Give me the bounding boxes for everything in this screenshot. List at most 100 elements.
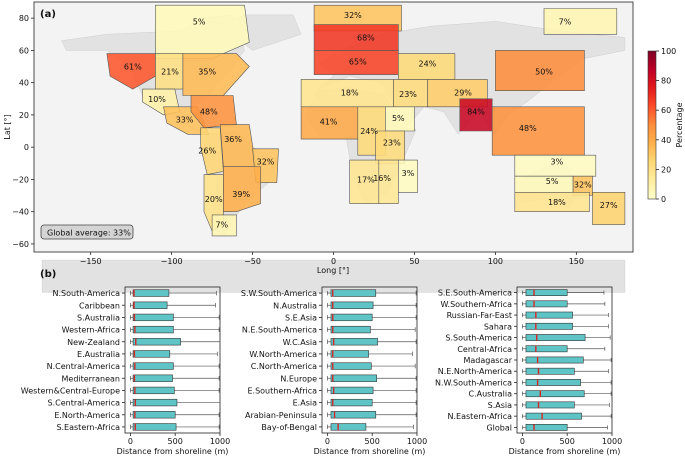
region-polygon-3 — [182, 53, 250, 96]
global-average-text: Global average: 33% — [47, 229, 131, 238]
region-label-33: 32% — [574, 180, 592, 189]
region-polygon-31 — [514, 154, 597, 177]
boxplot-category-label: N.Europe — [280, 374, 317, 383]
colorbar-label: Percentage — [675, 102, 684, 147]
boxplot-category-label: Russian-Far-East — [447, 311, 512, 320]
region-label-14: 68% — [357, 34, 375, 43]
boxplot-frame — [124, 286, 221, 434]
region-label-29: 16% — [373, 174, 391, 183]
boxplot-box — [132, 374, 173, 382]
region-label-23: 24% — [360, 127, 378, 136]
boxplot-x-tick-label-0: 0 — [520, 437, 525, 446]
region-label-18: 23% — [399, 90, 417, 99]
region-label-1: 61% — [124, 63, 142, 72]
boxplot-box — [330, 301, 374, 309]
region-polygon-0 — [155, 4, 250, 59]
colorbar-tick-label-1: 20 — [661, 165, 671, 174]
boxplot-category-label: N.W.South-America — [435, 378, 512, 387]
map-y-tick-label-0: −60 — [12, 240, 29, 249]
panel-label-a: (a) — [40, 9, 56, 20]
region-label-28: 17% — [357, 175, 375, 184]
boxplot-category-label: S.E.South-America — [438, 289, 512, 298]
boxplot-x-tick-label-1: 500 — [560, 437, 575, 446]
region-label-12: 7% — [215, 221, 228, 230]
boxplot-category-label: N.Australia — [273, 301, 317, 310]
boxplot-x-tick-label-2: 1000 — [602, 437, 622, 446]
boxplot-category-label: Arabian-Peninsula — [245, 411, 317, 420]
region-polygon-12 — [211, 214, 237, 237]
map-x-tick-label-1: −100 — [161, 257, 183, 266]
boxplot-box — [330, 374, 377, 382]
boxplot-category-label: S.Asia — [488, 401, 512, 410]
map-y-label: Lat [°] — [3, 114, 12, 139]
boxplot-group-2: S.E.South-America W.Southern-Africa Russia… — [435, 286, 622, 456]
boxplot-x-tick-label-2: 1000 — [407, 437, 427, 446]
region-polygon-30 — [397, 159, 419, 193]
boxplot-category-label: Western-Africa — [62, 326, 120, 335]
boxplot-box — [330, 350, 369, 358]
boxplot-category-label: Global — [486, 423, 512, 432]
boxplot-box — [132, 411, 176, 419]
boxplot-box — [132, 350, 171, 358]
boxplot-x-tick-label-0: 0 — [128, 437, 133, 446]
boxplot-x-tick-label-0: 0 — [325, 437, 330, 446]
boxplot-box — [132, 301, 168, 309]
boxplot-box — [525, 300, 568, 308]
region-polygon-27 — [491, 106, 585, 156]
map-x-tick-label-0: −150 — [80, 257, 102, 266]
boxplot-category-label: C.North-America — [251, 362, 317, 371]
global-average-box: Global average: 33% — [40, 224, 134, 240]
boxplot-box — [132, 325, 174, 334]
boxplot-box — [330, 289, 377, 297]
boxplot-box — [330, 313, 373, 322]
region-label-11: 39% — [232, 190, 250, 199]
colorbar-ticks: 0 20 40 60 80 100 — [656, 47, 676, 204]
boxplot-category-label: Mediterranean — [62, 374, 121, 383]
boxplot-box — [525, 390, 585, 398]
boxplot-category-label: W.North-America — [249, 350, 317, 359]
map-panel: 5% 61% 21% 35% 10% 33% 48% 26% 36% 32% 20% 39% 7% 32%… — [3, 1, 684, 293]
region-polygon-21 — [543, 8, 618, 35]
boxplot-box — [132, 338, 181, 346]
region-label-17: 18% — [341, 88, 359, 97]
map-x-tick-label-5: 100 — [488, 257, 503, 266]
boxplot-category-label: S.Central-America — [48, 399, 121, 408]
region-label-2: 21% — [161, 67, 179, 76]
boxplot-group-0: N.South-America Caribbean S.Australia Weste… — [21, 286, 230, 456]
region-label-21: 7% — [559, 17, 572, 26]
boxplot-box — [525, 367, 575, 375]
region-label-22: 41% — [320, 117, 338, 126]
boxplot-category-label: C.Australia — [468, 390, 512, 399]
boxplot-box — [132, 398, 178, 407]
boxplot-category-label: S.South-America — [445, 334, 512, 343]
colorbar-tick-label-3: 60 — [661, 106, 671, 115]
boxplot-category-label: Madagascar — [463, 356, 512, 365]
region-label-5: 33% — [176, 116, 194, 125]
region-label-4: 10% — [148, 95, 166, 104]
region-label-32: 5% — [546, 177, 559, 186]
boxplot-category-label: E.North-America — [54, 411, 120, 420]
map-y-tick-label-5: 40 — [19, 79, 29, 88]
region-label-0: 5% — [193, 17, 206, 26]
colorbar-tick-label-2: 40 — [661, 136, 671, 145]
boxplot-box — [525, 379, 581, 386]
boxplot-box — [525, 401, 575, 409]
region-label-34: 18% — [548, 198, 566, 207]
colorbar-tick-label-4: 80 — [661, 77, 671, 86]
boxplot-groups: N.South-America Caribbean S.Australia Weste… — [21, 286, 622, 456]
region-polygon-20 — [495, 50, 585, 91]
map-x-tick-label-2: −50 — [244, 257, 261, 266]
boxplot-box — [525, 412, 582, 420]
boxplot-category-label: N.Central-America — [47, 362, 120, 371]
boxplot-category-label: W.Southern-Africa — [441, 300, 513, 309]
boxplot-box — [330, 338, 378, 346]
map-x-label: Long [°] — [317, 266, 349, 275]
region-polygon-32 — [514, 175, 574, 193]
region-label-24: 5% — [392, 114, 405, 123]
panel-label-b: (b) — [40, 269, 56, 280]
map-y-tick-label-7: 80 — [19, 14, 29, 23]
region-polygon-34 — [514, 192, 590, 212]
region-polygon-24 — [384, 106, 415, 132]
global-average-frame — [40, 224, 134, 240]
